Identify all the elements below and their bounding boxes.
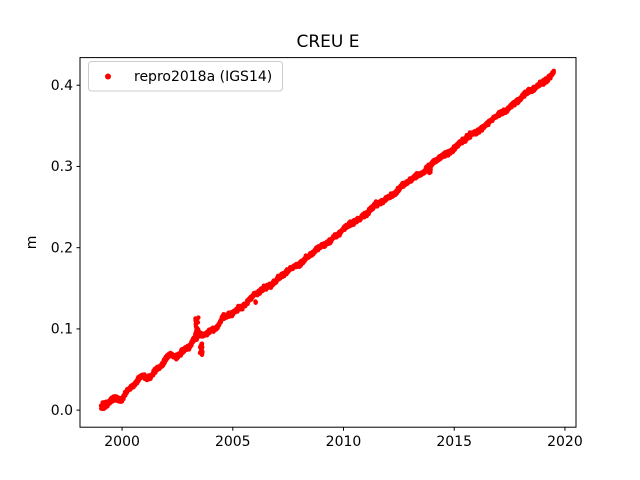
scatter-point	[196, 327, 201, 332]
legend-box	[88, 61, 283, 92]
axes-frame	[79, 57, 577, 428]
x-tick-label: 2005	[215, 434, 251, 450]
scatter-point	[199, 352, 205, 357]
scatter-point	[193, 324, 199, 329]
x-tick-label: 2000	[104, 434, 140, 450]
y-axis-label: m	[24, 236, 40, 250]
y-tick-label: 0.2	[51, 240, 73, 256]
legend-label: repro2018a (IGS14)	[134, 69, 272, 85]
scatter-point	[194, 337, 199, 342]
scatter-point	[195, 320, 201, 325]
chart-title: CREU E	[296, 32, 359, 52]
y-tick-label: 0.0	[51, 403, 73, 419]
x-tick-label: 2010	[326, 434, 362, 450]
x-axis-ticks: 2000 2005 2010 2015 2020	[104, 427, 583, 450]
scatter-point	[195, 331, 200, 336]
legend-marker-dot	[105, 73, 111, 80]
y-tick-label: 0.1	[51, 322, 73, 338]
scatter-point	[427, 170, 433, 175]
x-tick-label: 2015	[436, 434, 472, 450]
y-tick-label: 0.3	[51, 159, 73, 175]
scatter-point	[198, 343, 204, 348]
legend: repro2018a (IGS14)	[88, 61, 283, 92]
x-tick-label: 2020	[547, 434, 583, 450]
scatter-series	[98, 68, 557, 412]
scatter-point	[551, 68, 557, 74]
scatter-point	[253, 299, 258, 305]
y-tick-label: 0.4	[51, 78, 73, 94]
y-axis-ticks: 0.0 0.1 0.2 0.3 0.4	[51, 78, 80, 419]
